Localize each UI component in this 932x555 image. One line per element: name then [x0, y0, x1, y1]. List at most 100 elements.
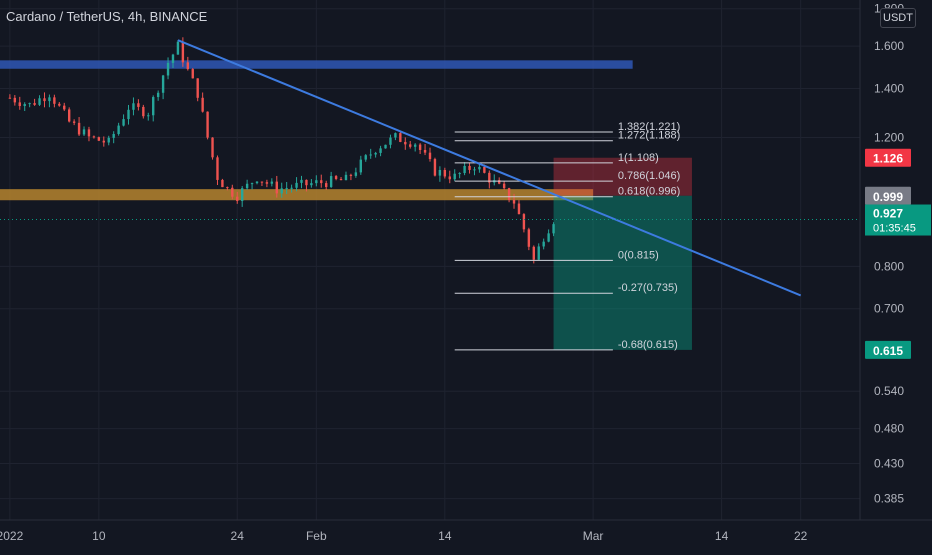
candle-body — [379, 148, 382, 153]
candle-body — [122, 119, 125, 126]
price-badge — [865, 148, 911, 167]
candle-body — [453, 173, 456, 180]
candle-body — [38, 98, 41, 105]
candle-body — [236, 196, 239, 201]
price-badge-label: 0.999 — [873, 190, 903, 204]
candle-body — [18, 102, 21, 107]
candle-body — [349, 174, 353, 176]
candle-body — [186, 62, 190, 70]
candle-body — [240, 188, 244, 201]
candle-body — [359, 159, 363, 173]
candle-body — [72, 121, 76, 123]
candle-body — [250, 183, 254, 185]
trendline — [177, 39, 802, 297]
candle-body — [107, 137, 110, 143]
candle-body — [280, 188, 283, 194]
price-tick-label: 0.480 — [874, 422, 904, 436]
stop-zone — [553, 157, 692, 196]
candle-body — [112, 133, 115, 138]
candle-body — [468, 165, 471, 170]
candle-body — [211, 137, 214, 158]
candle-body — [171, 54, 175, 63]
currency-button[interactable]: USDT — [880, 8, 916, 28]
candle-body — [63, 105, 66, 110]
candle-body — [478, 166, 481, 170]
candle-body — [404, 141, 407, 145]
candle-body — [28, 103, 31, 105]
candle-body — [206, 111, 209, 138]
candle-body — [275, 181, 278, 194]
price-tick-label: 0.700 — [874, 302, 904, 316]
candle-body — [270, 181, 274, 184]
time-tick-label: 10 — [92, 529, 106, 543]
candle-body — [532, 246, 535, 260]
candle-body — [344, 174, 348, 181]
candle-body — [320, 180, 323, 184]
candle-body — [438, 169, 442, 176]
candle-body — [137, 103, 140, 107]
candle-body — [58, 103, 61, 106]
price-tick-label: 0.430 — [874, 457, 904, 471]
candle-body — [77, 122, 81, 135]
candle-body — [285, 188, 288, 190]
candle-body — [43, 98, 46, 102]
candle-body — [418, 144, 422, 150]
candle-body — [329, 176, 333, 187]
fib-level-label: 0.786(1.046) — [618, 170, 680, 182]
time-tick-label: 14 — [438, 529, 452, 543]
candle-body — [82, 129, 86, 135]
candle-body — [295, 182, 298, 188]
candle-body — [369, 154, 372, 156]
candle-body — [537, 246, 540, 260]
price-badge — [865, 340, 911, 359]
candle-body — [33, 103, 36, 105]
candle-body — [87, 129, 91, 137]
price-tick-label: 0.385 — [874, 492, 904, 506]
price-badge — [865, 186, 911, 205]
time-tick-label: 24 — [231, 529, 245, 543]
zone — [0, 189, 594, 201]
candle-body — [473, 169, 476, 171]
candle-body — [483, 166, 486, 173]
candle-body — [364, 155, 367, 160]
price-tick-label: 0.800 — [874, 259, 904, 273]
candle-body — [305, 179, 308, 186]
candle-body — [216, 157, 219, 180]
candle-body — [191, 69, 194, 79]
target-zone — [553, 195, 692, 350]
candle-body — [231, 187, 234, 197]
candle-body — [147, 115, 150, 117]
countdown-label: 01:35:45 — [873, 223, 916, 235]
candle-body — [221, 179, 224, 188]
candle-body — [265, 182, 269, 184]
candle-body — [13, 97, 17, 103]
candle-body — [92, 136, 96, 138]
candle-body — [389, 137, 392, 145]
candle-body — [102, 140, 105, 143]
candle-body — [152, 97, 155, 116]
current-price-label: 0.927 — [873, 207, 903, 221]
price-badge-label: 0.615 — [873, 344, 903, 358]
time-tick-label: Feb — [306, 529, 327, 543]
candle-body — [142, 106, 145, 117]
candles — [8, 37, 555, 264]
candle-body — [423, 149, 427, 153]
fib-level-label: -0.68(0.615) — [618, 339, 678, 351]
price-tick-label: 1.400 — [874, 82, 904, 96]
candle-body — [527, 229, 531, 247]
candle-body — [48, 97, 51, 102]
candle-body — [517, 203, 521, 215]
candle-body — [325, 183, 328, 187]
candle-body — [497, 180, 501, 184]
candle-body — [226, 187, 229, 189]
candle-body — [181, 41, 185, 63]
candle-body — [132, 103, 135, 110]
candle-body — [354, 172, 358, 176]
candle-body — [23, 104, 26, 107]
current-price-badge — [865, 204, 931, 236]
candle-body — [522, 214, 526, 230]
fib-level-label: 1.382(1.221) — [618, 121, 680, 133]
candle-body — [161, 75, 165, 93]
